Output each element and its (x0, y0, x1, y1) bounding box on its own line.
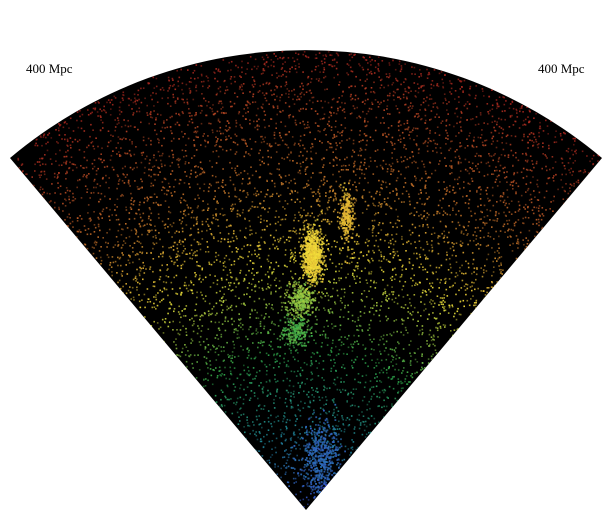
caption-wedge-angle: 90o wedge (398, 444, 583, 464)
distance-label-left: 400 Mpc (26, 61, 73, 77)
distance-label-right: 400 Mpc (538, 61, 585, 77)
caption-title: Shapley Concentration (398, 424, 583, 444)
caption: Shapley Concentration 90o wedge -36.5o <… (398, 424, 583, 484)
caption-declination-range: -36.5o < δ < -26.5o (398, 464, 583, 484)
